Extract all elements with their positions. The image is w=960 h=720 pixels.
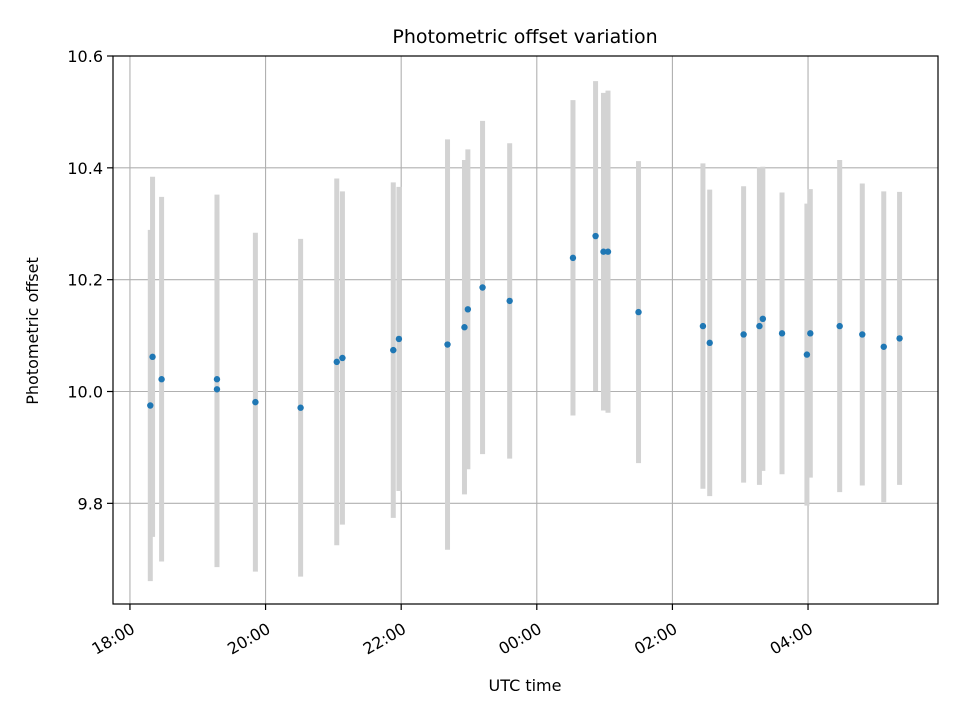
data-points-layer xyxy=(147,232,903,411)
data-point xyxy=(158,376,165,383)
data-point xyxy=(464,306,472,313)
data-point xyxy=(635,308,642,316)
y-tick-label: 9.8 xyxy=(78,494,103,513)
data-point xyxy=(479,284,486,291)
data-point xyxy=(506,297,513,305)
data-point xyxy=(756,322,763,330)
data-point xyxy=(604,248,612,255)
data-point xyxy=(390,346,397,354)
y-tick-label: 10.2 xyxy=(67,271,103,290)
data-point xyxy=(740,331,747,338)
data-point xyxy=(759,315,767,323)
data-point xyxy=(836,322,843,330)
data-point xyxy=(592,232,599,240)
data-point xyxy=(778,330,786,337)
data-point xyxy=(880,343,887,350)
data-point xyxy=(600,248,607,255)
data-point xyxy=(461,324,468,331)
data-point xyxy=(213,376,221,383)
data-point xyxy=(444,341,451,348)
chart-title: Photometric offset variation xyxy=(392,26,657,48)
y-tick-label: 10.4 xyxy=(67,159,103,178)
data-point xyxy=(803,351,811,358)
data-point xyxy=(339,354,346,362)
data-point xyxy=(147,402,154,409)
data-point xyxy=(395,335,403,343)
data-point xyxy=(859,331,866,338)
data-point xyxy=(699,322,707,330)
data-point xyxy=(896,335,903,342)
data-point xyxy=(569,254,577,262)
data-point xyxy=(149,353,156,361)
data-point xyxy=(807,330,814,337)
data-point xyxy=(213,386,221,393)
data-point xyxy=(297,404,304,411)
data-point xyxy=(252,398,259,406)
plot-frame xyxy=(112,55,939,605)
y-tick-label: 10.6 xyxy=(67,47,103,66)
y-tick-label: 10.0 xyxy=(67,383,103,402)
data-point xyxy=(333,358,340,366)
x-axis-label: UTC time xyxy=(489,676,562,695)
y-axis-label: Photometric offset xyxy=(23,257,42,405)
data-point xyxy=(706,339,713,347)
